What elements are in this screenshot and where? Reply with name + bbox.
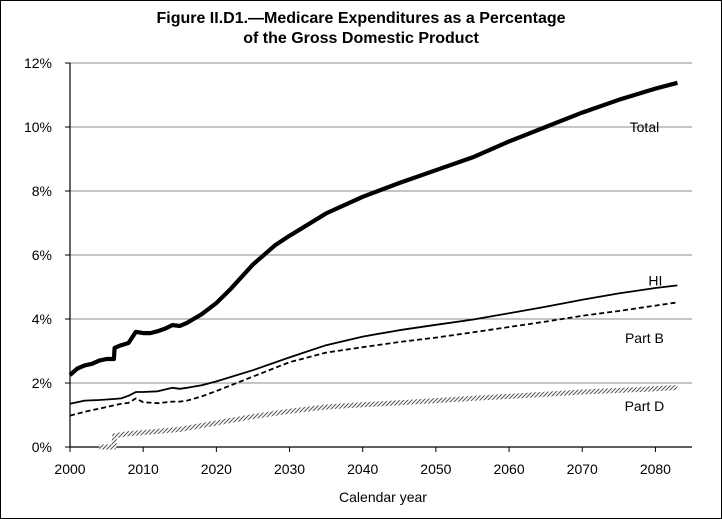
series-line-part-d: [99, 385, 678, 450]
y-tick-label: 10%: [24, 119, 52, 135]
chart-title-line-1: Figure II.D1.—Medicare Expenditures as a…: [156, 10, 566, 27]
series-label-part-b: Part B: [625, 330, 664, 346]
x-axis-title: Calendar year: [339, 489, 427, 505]
y-tick-label: 0%: [32, 439, 52, 455]
series-line-hi: [69, 284, 678, 405]
chart-title: Figure II.D1.—Medicare Expenditures as a…: [0, 9, 722, 49]
series-label-total: Total: [630, 119, 660, 135]
x-tick-label: 2070: [567, 461, 598, 477]
series-lines: [68, 80, 678, 450]
series-line-total: [68, 80, 678, 377]
x-tick-label: 2060: [493, 461, 524, 477]
x-tick-label: 2080: [640, 461, 671, 477]
x-tick-labels: 2000 2010 2020 2030 2040 2050 2060 2070 2080: [54, 461, 671, 477]
x-tick-label: 2010: [128, 461, 159, 477]
x-tick-label: 2000: [54, 461, 85, 477]
gridlines: [70, 62, 692, 384]
series-labels: Total HI Part B Part D: [625, 119, 665, 414]
x-tick-label: 2030: [274, 461, 305, 477]
x-tick-label: 2020: [201, 461, 232, 477]
chart-title-line-2: of the Gross Domestic Product: [243, 30, 479, 47]
x-tick-label: 2050: [420, 461, 451, 477]
series-label-part-d: Part D: [625, 398, 665, 414]
y-tick-label: 6%: [32, 247, 52, 263]
axes: [65, 62, 692, 452]
y-tick-label: 2%: [32, 375, 52, 391]
y-tick-label: 12%: [24, 55, 52, 71]
x-tick-label: 2040: [347, 461, 378, 477]
series-label-hi: HI: [648, 272, 662, 288]
y-tick-label: 8%: [32, 183, 52, 199]
y-tick-labels: 0% 2% 4% 6% 8% 10% 12%: [24, 55, 52, 455]
y-tick-label: 4%: [32, 311, 52, 327]
